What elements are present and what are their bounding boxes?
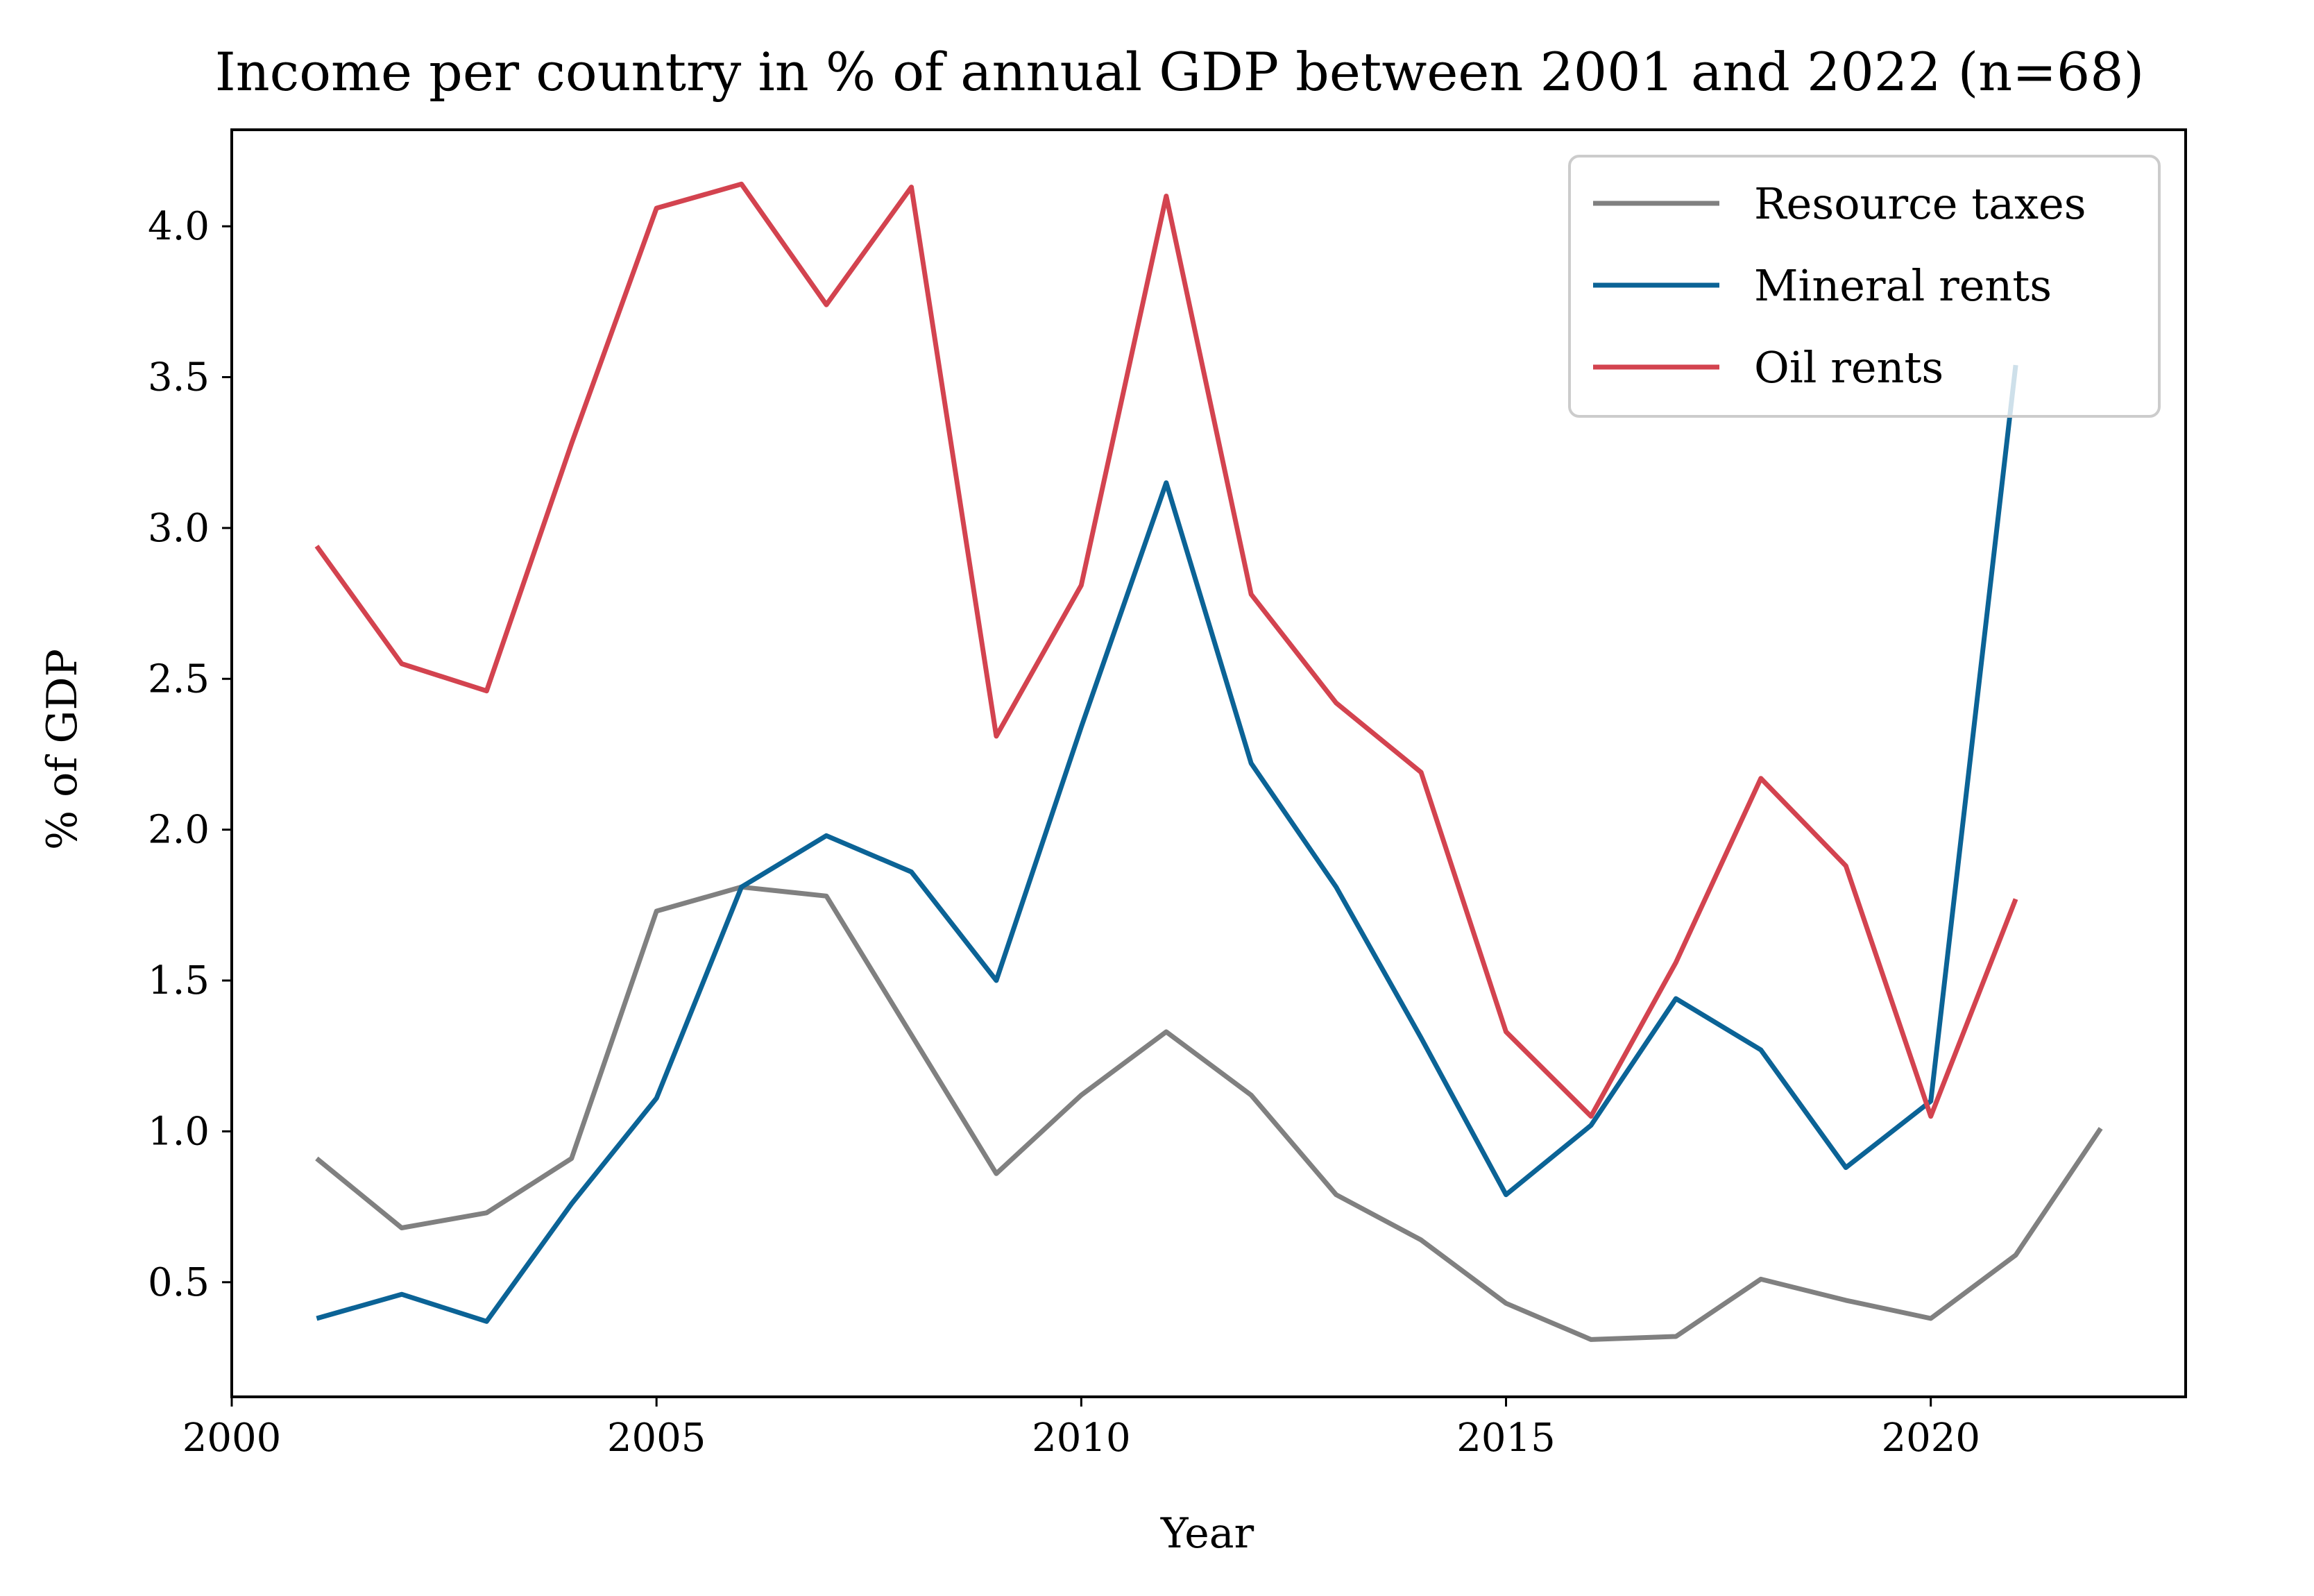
x-tick-label: 2010: [1032, 1416, 1131, 1461]
y-tick-label: 1.5: [148, 958, 210, 1003]
x-tick-label: 2015: [1456, 1416, 1556, 1461]
y-tick-label: 1.0: [148, 1109, 210, 1154]
legend-label: Oil rents: [1754, 342, 1943, 393]
series-line-resource-taxes: [315, 884, 2103, 1342]
y-tick-label: 0.5: [148, 1260, 210, 1305]
y-tick-label: 4.0: [148, 204, 210, 249]
legend-label: Mineral rents: [1754, 260, 2052, 311]
x-tick-label: 2005: [607, 1416, 706, 1461]
series-line-oil-rents: [314, 181, 2018, 1119]
chart-title: Income per country in % of annual GDP be…: [215, 41, 2145, 103]
legend: Resource taxes Mineral rents Oil rents: [1568, 155, 2161, 418]
x-tick-label: 2000: [182, 1416, 282, 1461]
y-tick-label: 2.0: [148, 808, 210, 853]
x-tick-label: 2020: [1881, 1416, 1980, 1461]
x-axis-label: Year: [1160, 1509, 1254, 1558]
y-tick-label: 3.5: [148, 355, 210, 400]
series-line-mineral-rents: [316, 364, 2018, 1324]
plot-area: [314, 181, 2103, 1342]
legend-label: Resource taxes: [1754, 178, 2086, 229]
y-tick-label: 2.5: [148, 656, 210, 702]
y-tick-label: 3.0: [148, 506, 210, 551]
axes: 2000 2005 2010 2015 2020 0.5 1.0 1.5 2.0 2.5 3.0 3.…: [148, 128, 2187, 1461]
axes-frame: [230, 128, 2187, 1398]
y-axis-label: % of GDP: [38, 649, 87, 850]
legend-box: [1568, 155, 2161, 418]
